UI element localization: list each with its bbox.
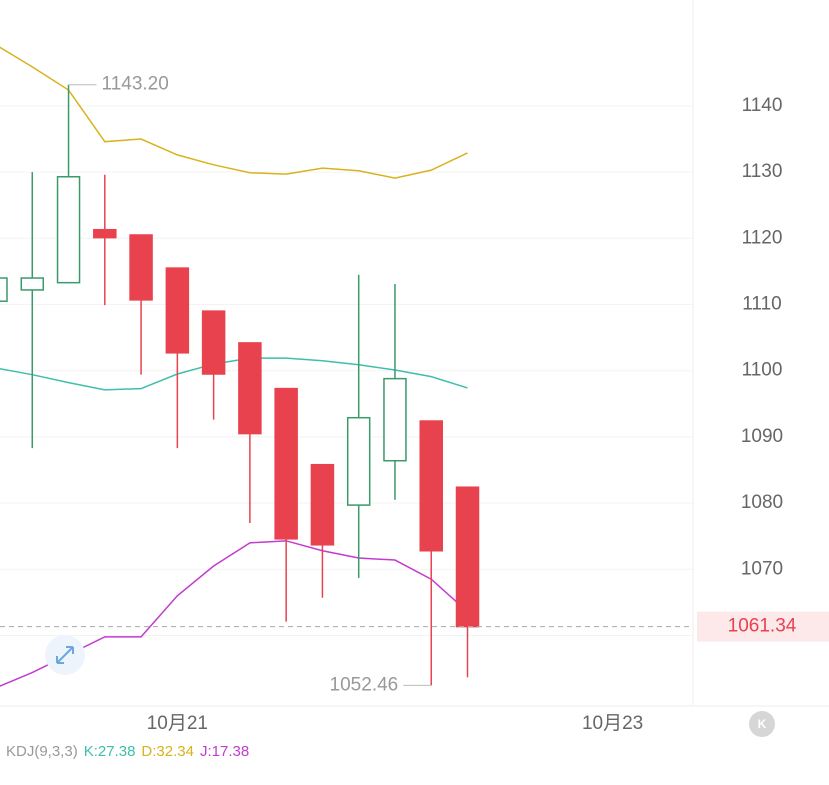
- last-price-box: [697, 611, 829, 642]
- candle-body: [93, 228, 117, 239]
- y-tick-label: 1130: [742, 161, 783, 182]
- y-tick-label: 1080: [741, 492, 783, 513]
- candle-body: [238, 342, 262, 435]
- band-line: [0, 46, 468, 179]
- y-tick-label: 1120: [742, 227, 783, 248]
- candle-body: [346, 416, 371, 506]
- candle-body: [0, 277, 8, 302]
- k-icon: K: [758, 717, 767, 731]
- candle-body: [455, 486, 480, 628]
- plot-area: [0, 46, 480, 687]
- indicator-label: D:32.34: [141, 743, 194, 760]
- x-tick-label: 10月23: [582, 713, 643, 734]
- candle-body: [20, 277, 45, 291]
- candle-body: [419, 420, 443, 552]
- y-tick-label: 1110: [742, 294, 781, 315]
- y-tick-label: 1070: [741, 558, 783, 579]
- indicator-label: KDJ(9,3,3): [6, 743, 78, 760]
- candle-body: [129, 234, 153, 301]
- candle-body: [310, 463, 335, 546]
- candle-body: [274, 387, 298, 540]
- candle-body: [201, 310, 226, 375]
- expand-arrows: [56, 646, 74, 664]
- indicator-label: J:17.38: [200, 743, 249, 760]
- candle-body: [165, 267, 190, 354]
- x-tick-label: 10月21: [147, 713, 208, 734]
- candle-body: [383, 377, 407, 462]
- y-tick-label: 1090: [741, 426, 783, 447]
- max-label: 1143.20: [102, 74, 169, 95]
- k-button[interactable]: [749, 711, 775, 737]
- candle-body: [56, 175, 81, 284]
- indicator-label: K:27.38: [84, 743, 136, 760]
- last-price-label: 1061.34: [728, 616, 797, 637]
- y-tick-label: 1100: [742, 360, 783, 381]
- band-line: [0, 357, 468, 391]
- y-tick-label: 1140: [742, 95, 783, 116]
- min-label: 1052.46: [330, 674, 399, 695]
